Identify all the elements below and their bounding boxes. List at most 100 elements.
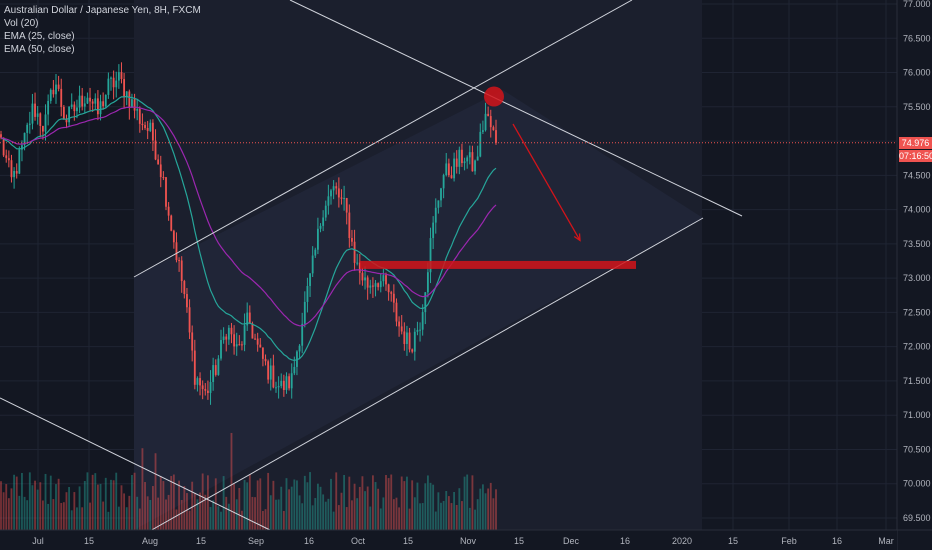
candle-body xyxy=(324,205,327,218)
volume-bar xyxy=(387,478,390,530)
volume-bar xyxy=(379,508,382,530)
volume-bar xyxy=(196,499,199,530)
volume-bar xyxy=(487,488,490,530)
volume-bar xyxy=(398,507,401,530)
volume-bar xyxy=(91,474,94,530)
candle-body xyxy=(371,285,374,287)
volume-bar xyxy=(290,486,293,530)
candle-body xyxy=(230,327,233,335)
ema50-line xyxy=(0,106,497,327)
candle-body xyxy=(243,325,246,345)
candle-body xyxy=(188,307,191,333)
candle-body xyxy=(426,272,429,293)
candle-body xyxy=(49,89,52,101)
volume-bar xyxy=(466,474,469,530)
candle-body xyxy=(466,157,469,162)
volume-bar xyxy=(450,503,453,530)
candle-body xyxy=(233,334,236,347)
candle-body xyxy=(201,385,204,390)
volume-bar xyxy=(233,484,236,530)
volume-bar xyxy=(366,486,369,530)
candle-body xyxy=(167,206,170,216)
candle-body xyxy=(463,161,466,164)
volume-bar xyxy=(474,509,476,530)
ema50-indicator-label[interactable]: EMA (50, close) xyxy=(4,44,75,55)
descending-trend-line xyxy=(289,0,743,217)
volume-bar xyxy=(133,472,136,530)
volume-bar xyxy=(204,494,207,530)
candle-body xyxy=(400,326,403,332)
candle-body xyxy=(332,186,335,191)
volume-bar xyxy=(408,508,411,530)
candle-body xyxy=(471,152,474,172)
projection-arrow[interactable] xyxy=(512,123,581,241)
candle-body xyxy=(96,98,99,115)
volume-bar xyxy=(419,503,421,530)
volume-bar xyxy=(353,483,356,530)
volume-bar xyxy=(364,491,366,530)
candle-body xyxy=(123,79,126,97)
volume-bar xyxy=(392,499,395,530)
candle-body xyxy=(18,149,21,174)
volume-bar xyxy=(201,473,204,530)
symbol-title[interactable]: Australian Dollar / Japanese Yen, 8H, FX… xyxy=(4,5,201,16)
volume-bar xyxy=(28,472,31,530)
candle-body xyxy=(379,281,382,288)
candle-body xyxy=(5,155,8,159)
volume-indicator-label[interactable]: Vol (20) xyxy=(4,18,39,29)
candle-body xyxy=(104,94,107,107)
candle-body xyxy=(411,349,414,352)
candle-body xyxy=(128,91,131,108)
price-tick-label: 74.500 xyxy=(903,170,931,180)
time-tick-label: Jul xyxy=(32,536,44,546)
volume-bar xyxy=(280,486,283,530)
candle-body xyxy=(390,292,393,294)
candle-body xyxy=(377,283,380,288)
candle-body xyxy=(337,188,340,198)
candle-body xyxy=(180,260,183,281)
volume-bar xyxy=(489,482,492,530)
price-tick-label: 72.000 xyxy=(903,342,931,352)
candle-body xyxy=(60,88,63,107)
candle-body xyxy=(13,170,16,178)
volume-bar xyxy=(39,482,42,530)
candle-body xyxy=(468,152,471,158)
candle-body xyxy=(220,340,222,359)
current-price-label: 74.976 xyxy=(899,137,932,149)
candle-body xyxy=(301,323,304,346)
volume-bar xyxy=(99,483,102,530)
volume-bar xyxy=(36,489,39,530)
volume-bar xyxy=(319,486,322,530)
time-axis-bg xyxy=(0,530,897,550)
price-tick-label: 76.500 xyxy=(903,33,931,43)
candle-body xyxy=(0,134,2,138)
candle-body xyxy=(36,113,39,117)
ema25-indicator-label[interactable]: EMA (25, close) xyxy=(4,31,75,42)
candle-body xyxy=(110,77,112,79)
candle-body xyxy=(214,365,217,375)
resistance-zone-rect[interactable] xyxy=(360,260,636,269)
volume-bar xyxy=(175,509,178,530)
candle-body xyxy=(343,198,346,200)
channel-lower-line xyxy=(133,217,704,541)
candle-body xyxy=(7,158,10,161)
candle-body xyxy=(117,72,120,81)
volume-bar xyxy=(89,502,91,530)
highlight-circle[interactable] xyxy=(484,86,504,107)
candle-body xyxy=(453,158,456,179)
candle-body xyxy=(55,84,57,95)
volume-bar xyxy=(115,472,118,530)
bar-countdown-label: 07:16:50 xyxy=(899,150,932,162)
candle-body xyxy=(290,373,293,389)
candle-body xyxy=(141,123,144,126)
volume-bar xyxy=(178,480,181,530)
volume-bar xyxy=(426,475,429,530)
volume-bar xyxy=(288,489,291,530)
volume-bar xyxy=(125,507,128,530)
candle-body xyxy=(254,338,256,340)
candle-body xyxy=(322,217,325,226)
candle-body xyxy=(241,344,243,346)
candle-body xyxy=(429,238,432,273)
